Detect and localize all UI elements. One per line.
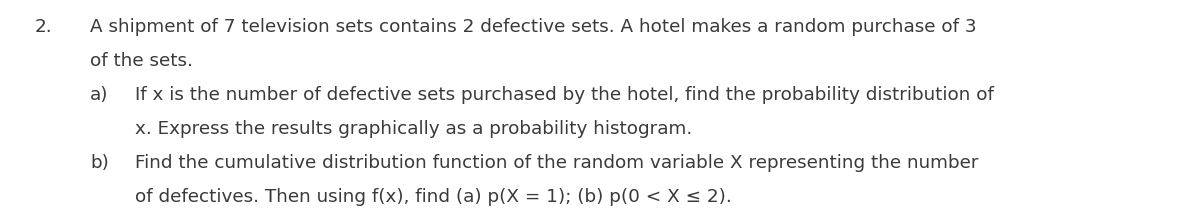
Text: x. Express the results graphically as a probability histogram.: x. Express the results graphically as a … (134, 120, 692, 138)
Text: of the sets.: of the sets. (90, 52, 193, 70)
Text: A shipment of 7 television sets contains 2 defective sets. A hotel makes a rando: A shipment of 7 television sets contains… (90, 18, 977, 36)
Text: of defectives. Then using f(x), find (a) p(X = 1); (b) p(0 < X ≤ 2).: of defectives. Then using f(x), find (a)… (134, 188, 732, 206)
Text: 2.: 2. (35, 18, 53, 36)
Text: Find the cumulative distribution function of the random variable X representing : Find the cumulative distribution functio… (134, 154, 978, 172)
Text: a): a) (90, 86, 108, 104)
Text: b): b) (90, 154, 109, 172)
Text: If x is the number of defective sets purchased by the hotel, find the probabilit: If x is the number of defective sets pur… (134, 86, 994, 104)
